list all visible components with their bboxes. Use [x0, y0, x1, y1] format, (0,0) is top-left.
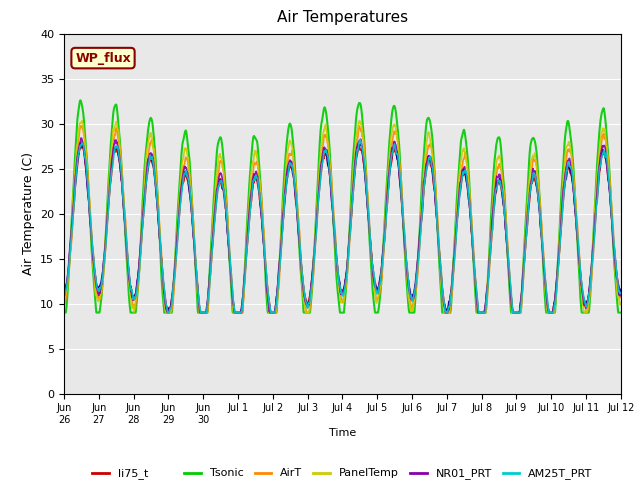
X-axis label: Time: Time: [329, 428, 356, 438]
Text: WP_flux: WP_flux: [75, 51, 131, 65]
Legend: li75_t, li77_temp, Tsonic, AirT, PanelTemp, NR01_PRT, AM25T_PRT: li75_t, li77_temp, Tsonic, AirT, PanelTe…: [88, 464, 597, 480]
Y-axis label: Air Temperature (C): Air Temperature (C): [22, 152, 35, 275]
Title: Air Temperatures: Air Temperatures: [277, 11, 408, 25]
